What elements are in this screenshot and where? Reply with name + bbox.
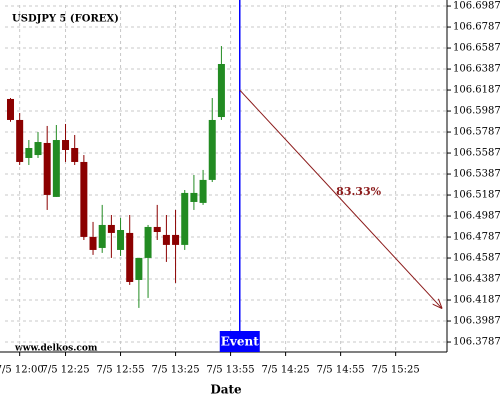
candle-body (62, 140, 70, 150)
y-tick-label: 106.5387 (453, 169, 500, 180)
x-tick-label: 7/5 13:55 (207, 365, 255, 376)
y-tick-label: 106.4187 (453, 295, 500, 306)
candle-body (217, 64, 225, 118)
candle-body (43, 142, 51, 195)
candle-body (126, 232, 134, 282)
y-tick-label: 106.4787 (453, 232, 500, 243)
x-tick-label: 7/5 13:25 (152, 365, 200, 376)
forecast-arrow (239, 89, 442, 308)
y-tick-label: 106.5187 (453, 190, 500, 201)
y-tick-label: 106.5787 (453, 127, 500, 138)
x-tick-label: 7/5 15:25 (372, 365, 420, 376)
event-box (219, 331, 260, 352)
y-tick-label: 106.5987 (453, 106, 500, 117)
candle-body (117, 229, 125, 250)
candle-body (135, 257, 143, 280)
candle-body (34, 142, 42, 156)
x-axis-label: Date (210, 383, 242, 397)
x-tick-label: 7/5 14:55 (317, 365, 365, 376)
forecast-label: 83.33% (336, 185, 381, 198)
candle-body (153, 226, 161, 232)
y-tick-label: 106.5587 (453, 148, 500, 159)
x-tick-label: 7/5 12:00 (0, 365, 44, 376)
candle-body (89, 236, 97, 250)
candle-body (80, 161, 88, 237)
candle-body (181, 192, 189, 245)
x-tick-label: 7/5 12:55 (96, 365, 144, 376)
candle-body (7, 98, 15, 120)
candle-body (25, 147, 33, 158)
candle-body (144, 226, 152, 258)
y-tick-label: 106.6587 (453, 43, 500, 54)
candle-body (52, 140, 60, 197)
candle-body (162, 234, 170, 245)
candle-body (98, 224, 106, 248)
candle-body (208, 119, 216, 180)
x-tick-label: 7/5 12:25 (41, 365, 89, 376)
x-tick-label: 7/5 14:25 (262, 365, 310, 376)
candle-body (199, 179, 207, 203)
y-tick-label: 106.6787 (453, 22, 500, 33)
y-tick-label: 106.6987 (453, 1, 500, 12)
y-tick-label: 106.6387 (453, 64, 500, 75)
candle-body (16, 119, 24, 162)
y-tick-label: 106.4387 (453, 274, 500, 285)
y-tick-label: 106.6187 (453, 85, 500, 96)
watermark: www.delkos.com (14, 344, 98, 354)
candle-body (190, 192, 198, 202)
candle-body (71, 147, 79, 162)
y-tick-label: 106.4587 (453, 253, 500, 264)
y-tick-label: 106.3787 (453, 337, 500, 348)
candle-body (172, 234, 180, 245)
event-label: Event (221, 335, 259, 349)
candle-body (107, 224, 115, 233)
y-tick-label: 106.4987 (453, 211, 500, 222)
y-tick-label: 106.3987 (453, 316, 500, 327)
